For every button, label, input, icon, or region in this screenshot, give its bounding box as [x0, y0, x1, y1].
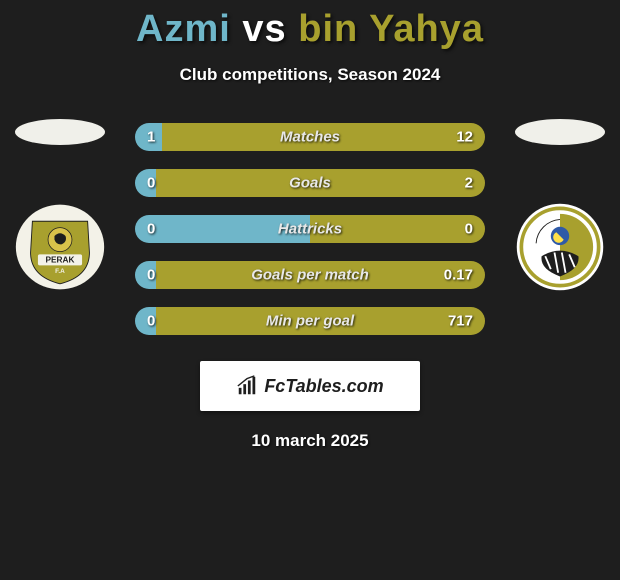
- left-flag-icon: [15, 119, 105, 145]
- right-flag-icon: [515, 119, 605, 145]
- stat-bar: 0 2 Goals: [135, 169, 485, 197]
- stat-label: Goals per match: [251, 267, 369, 284]
- chart-icon: [236, 375, 258, 397]
- stat-bar: 0 0.17 Goals per match: [135, 261, 485, 289]
- stat-bar: 0 0 Hattricks: [135, 215, 485, 243]
- date-label: 10 march 2025: [0, 431, 620, 451]
- right-club-badge: [514, 201, 606, 293]
- left-club-badge: PERAK F.A: [14, 201, 106, 293]
- stat-label: Matches: [280, 129, 340, 146]
- brand-text: FcTables.com: [264, 376, 383, 397]
- stat-value-right: 0.17: [444, 267, 473, 284]
- title-vs: vs: [242, 8, 286, 50]
- stat-value-left: 0: [147, 267, 155, 284]
- stat-label: Hattricks: [278, 221, 342, 238]
- brand-logo: FcTables.com: [200, 361, 420, 411]
- stat-bar: 0 717 Min per goal: [135, 307, 485, 335]
- left-column: PERAK F.A: [0, 123, 120, 293]
- stat-label: Min per goal: [266, 313, 354, 330]
- stat-value-left: 1: [147, 129, 155, 146]
- stat-value-right: 717: [448, 313, 473, 330]
- stat-label: Goals: [289, 175, 331, 192]
- stat-value-left: 0: [147, 313, 155, 330]
- stat-value-right: 2: [465, 175, 473, 192]
- stat-bar: 1 12 Matches: [135, 123, 485, 151]
- svg-text:PERAK: PERAK: [46, 256, 75, 265]
- right-column: [500, 123, 620, 293]
- title-player-1: Azmi: [136, 8, 231, 50]
- svg-text:F.A: F.A: [55, 268, 65, 275]
- stat-value-left: 0: [147, 221, 155, 238]
- stat-bars: 1 12 Matches 0 2 Goals 0 0 Hattricks 0 0.17 Goals p…: [135, 123, 485, 335]
- page-title: Azmi vs bin Yahya: [0, 0, 620, 51]
- title-player-2: bin Yahya: [298, 8, 484, 50]
- subtitle: Club competitions, Season 2024: [0, 65, 620, 85]
- stat-value-right: 12: [456, 129, 473, 146]
- stat-value-right: 0: [465, 221, 473, 238]
- comparison-content: PERAK F.A 112Matches02Goals00Hattricks00…: [0, 123, 620, 335]
- stat-value-left: 0: [147, 175, 155, 192]
